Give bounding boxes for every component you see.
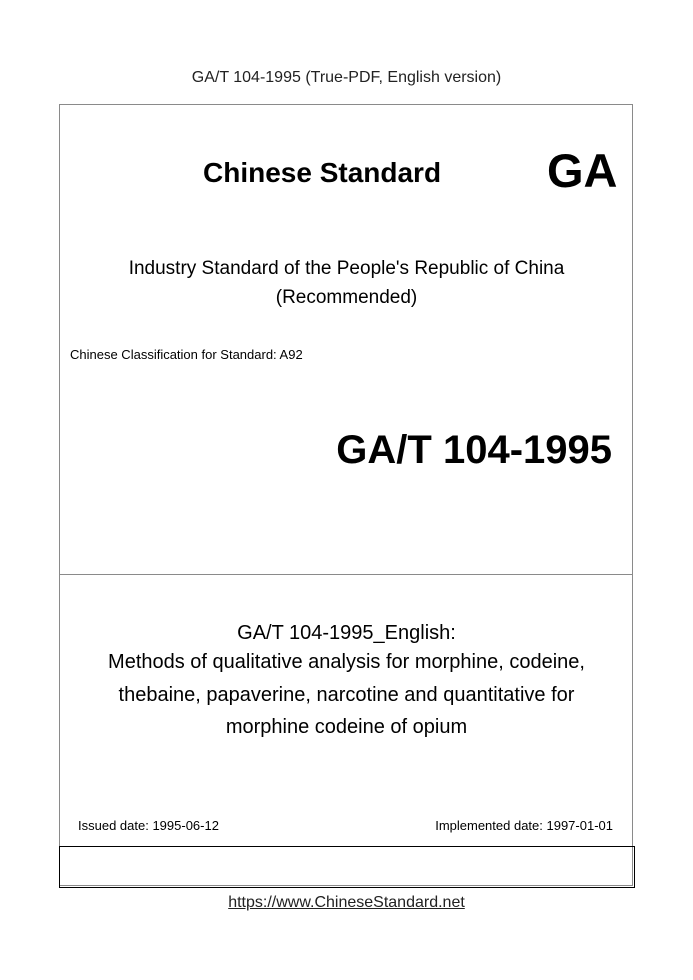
subtitle-line-2: (Recommended): [275, 287, 418, 308]
doc-title-line: thebaine, papaverine, narcotine and quan…: [118, 684, 575, 706]
doc-title-line: GA/T 104-1995_English:: [237, 622, 456, 644]
subtitle-line-1: Industry Standard of the People's Republ…: [128, 258, 565, 279]
implemented-date: Implemented date: 1997-01-01: [435, 818, 613, 833]
issued-date: Issued date: 1995-06-12: [78, 818, 219, 833]
footer-link[interactable]: https://www.ChineseStandard.net: [228, 894, 465, 911]
classification: Chinese Classification for Standard: A92: [70, 347, 303, 362]
standard-code: GA/T 104-1995: [336, 428, 612, 472]
doc-title-line: Methods of qualitative analysis for morp…: [108, 651, 585, 673]
cover-title: Chinese Standard: [203, 157, 442, 188]
bottom-box: [59, 846, 635, 888]
divider: [59, 574, 633, 575]
cover-frame: [59, 104, 633, 886]
standard-mark: GA: [547, 144, 618, 197]
doc-title-line: morphine codeine of opium: [225, 716, 468, 738]
page-header: GA/T 104-1995 (True-PDF, English version…: [191, 69, 502, 86]
